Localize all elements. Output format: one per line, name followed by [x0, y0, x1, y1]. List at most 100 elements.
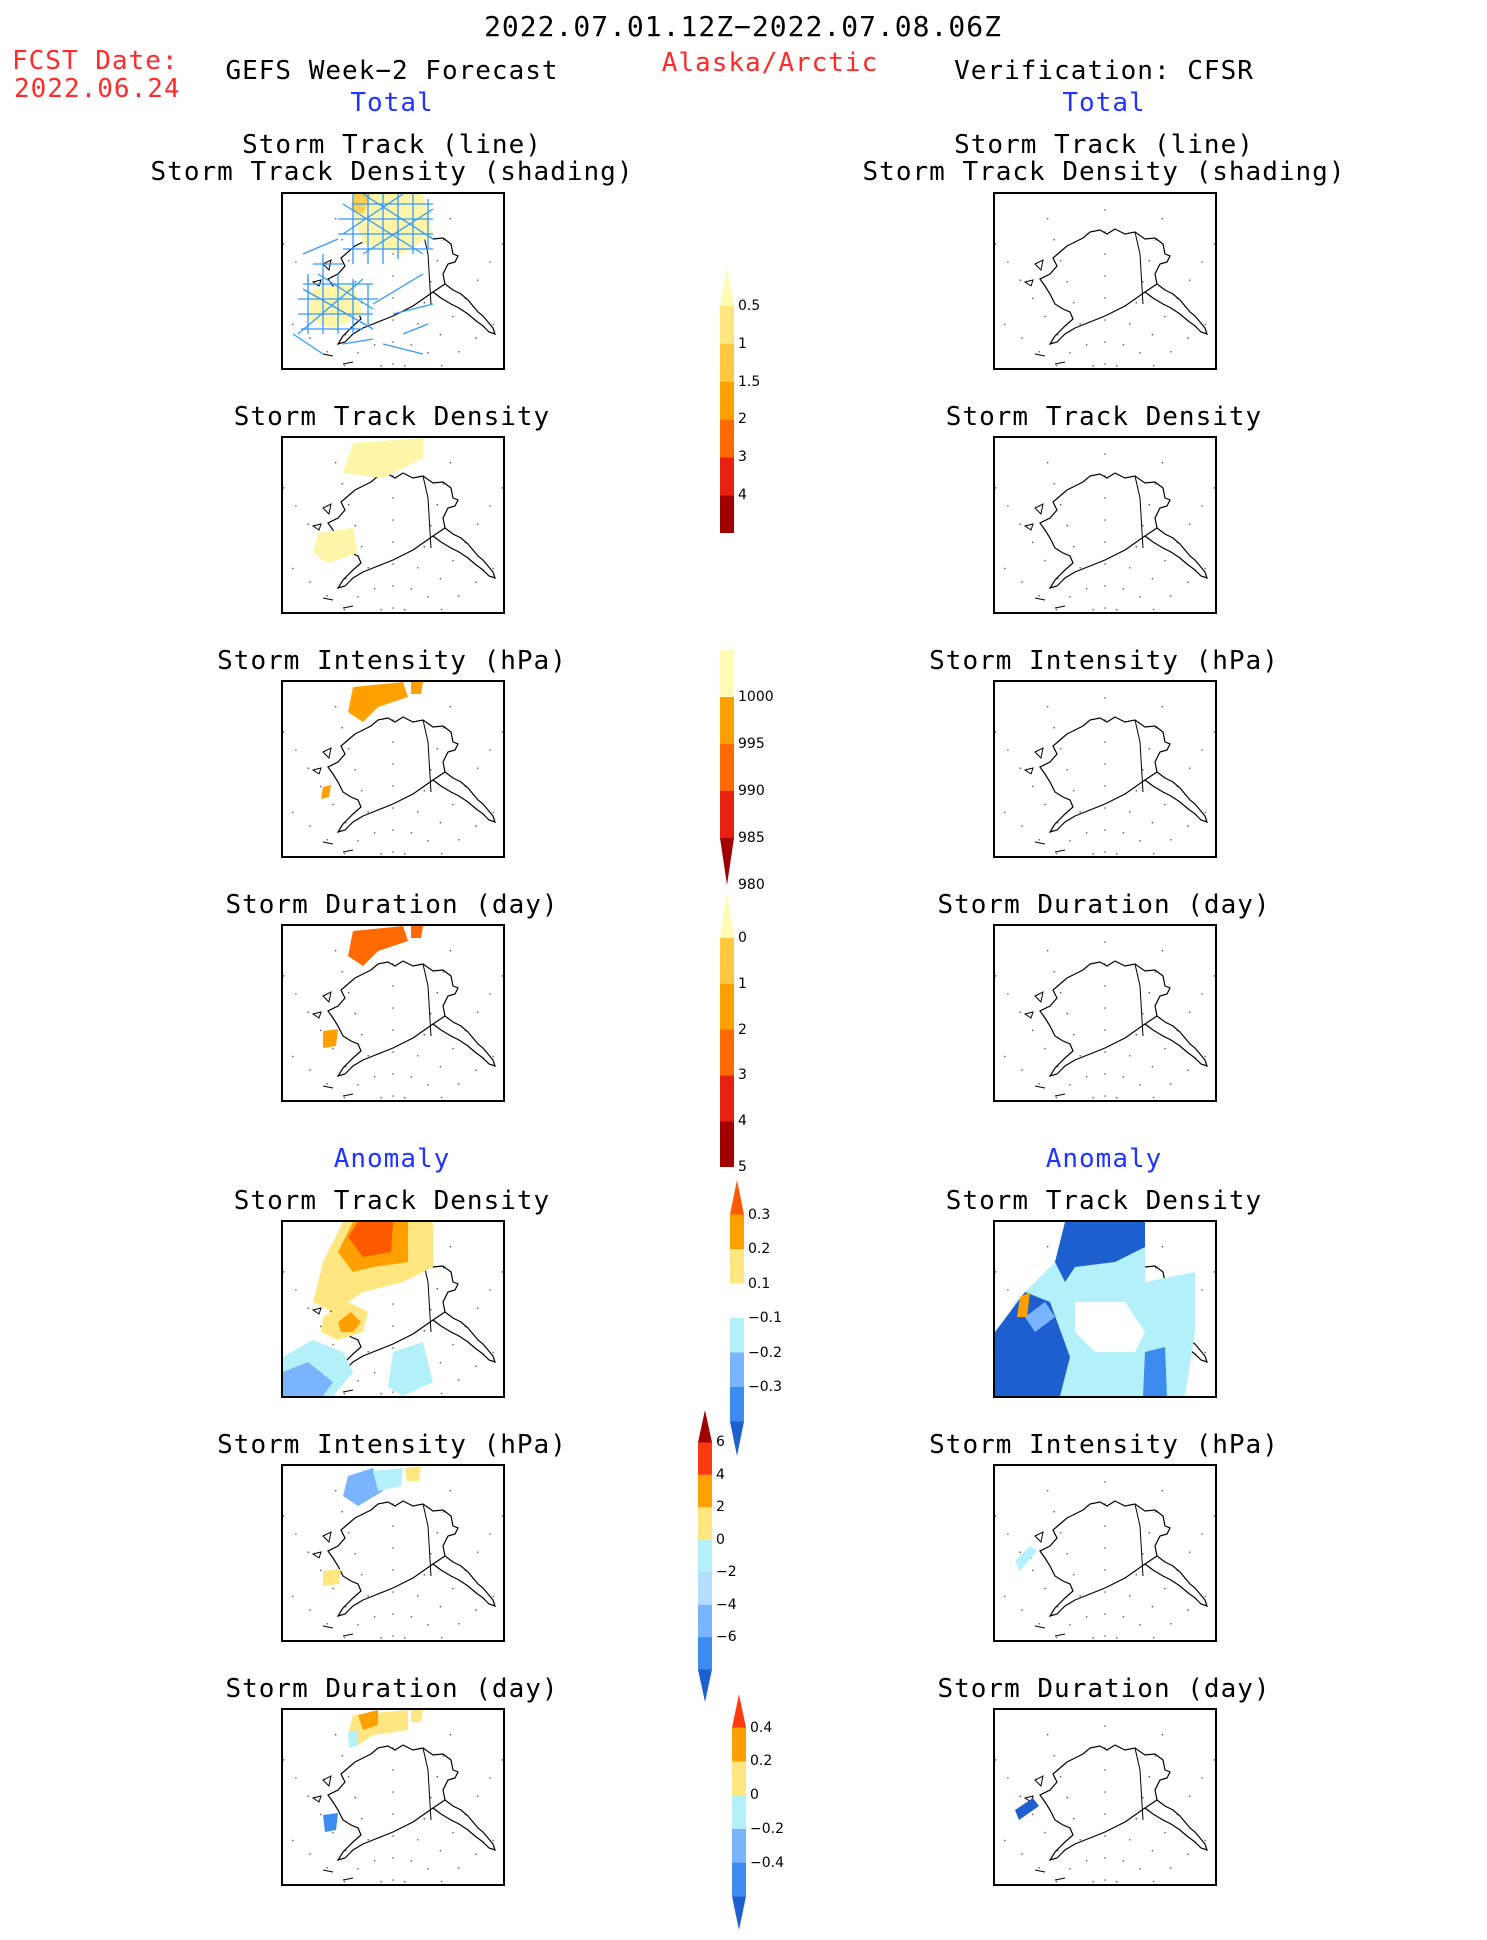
- colorbar-tick-label: 990: [738, 783, 765, 799]
- track-overlay: [283, 194, 503, 367]
- title-track-line: Storm Track (line): [242, 130, 542, 160]
- map-anom-intensity-verification: [993, 1464, 1217, 1642]
- colorbar-swatch: [698, 1474, 712, 1508]
- colorbar-tick-label: 1: [738, 335, 747, 352]
- colorbar-tick-label: 0.1: [748, 1275, 771, 1292]
- anomaly-shade: [405, 1466, 421, 1481]
- colorbar-swatch: [720, 495, 734, 533]
- anomaly-shade: [283, 1362, 333, 1396]
- anom-intensity-overlay-verif: [995, 1481, 1215, 1639]
- duration-overlay-verif: [995, 941, 1215, 1099]
- colorbar-swatch: [720, 744, 734, 791]
- colorbar-swatch: [720, 838, 734, 885]
- anomaly-shade: [411, 1710, 423, 1722]
- colorbar-swatch: [698, 1442, 712, 1475]
- density-overlay-verif: [995, 453, 1215, 611]
- map-anom-intensity-forecast: [281, 1464, 505, 1642]
- colorbar-intensity: 1000 995 990 985 980: [720, 646, 794, 895]
- colorbar-swatch: [732, 1828, 746, 1863]
- colorbar-tick-label: 4: [738, 487, 747, 504]
- colorbar-svg: [720, 892, 734, 1167]
- colorbar-tick-label: 0.2: [750, 1753, 773, 1770]
- title-intensity-left: Storm Intensity (hPa): [217, 646, 567, 676]
- colorbar-tick-label: −0.1: [748, 1310, 782, 1326]
- colorbar-anom-duration: 0.4 0.2 0 −0.2 −0.4: [732, 1690, 806, 1940]
- map-anom-density-verification: [993, 1220, 1217, 1398]
- colorbar-svg: [720, 650, 734, 885]
- map-duration-verification: [993, 924, 1217, 1102]
- anomaly-shade: [1143, 1347, 1167, 1396]
- intensity-overlay-verif: [995, 697, 1215, 855]
- map-duration-forecast: [281, 924, 505, 1102]
- colorbar-swatch: [720, 650, 734, 697]
- anomaly-shade: [323, 1813, 338, 1832]
- colorbar-tick-label: −0.2: [750, 1820, 784, 1837]
- colorbar-svg: [732, 1694, 746, 1930]
- title-track-right: Storm Track (line) Storm Track Density (…: [863, 132, 1346, 186]
- anom-density-overlay: [283, 1222, 503, 1396]
- colorbar-tick-label: −2: [716, 1564, 737, 1581]
- left-panel-heading: GEFS Week−2 Forecast: [225, 56, 559, 86]
- colorbar-swatch: [698, 1604, 712, 1638]
- colorbar-tick-label: −0.4: [750, 1854, 784, 1871]
- map-anom-duration-verification: [993, 1708, 1217, 1886]
- colorbar-tick-label: 0: [738, 929, 747, 946]
- colorbar-tick-label: 0.3: [748, 1206, 771, 1223]
- duration-shade: [323, 1029, 338, 1048]
- colorbar-tick-label: 2: [738, 1021, 747, 1038]
- colorbar-tick-label: 1.5: [738, 373, 761, 390]
- anomaly-shade: [1025, 1302, 1055, 1332]
- fcst-date-value: 2022.06.24: [14, 74, 181, 104]
- colorbar-swatch: [698, 1507, 712, 1540]
- map-intensity-verification: [993, 680, 1217, 858]
- colorbar-tick-label: 0.5: [738, 297, 761, 314]
- coastline: [283, 1725, 503, 1883]
- colorbar-duration: 0 1 2 3 4 5: [720, 888, 794, 1177]
- colorbar-swatch: [698, 1572, 712, 1605]
- coastline: [995, 209, 1215, 367]
- map-intensity-forecast: [281, 680, 505, 858]
- colorbar-track-density: 0.5 1 1.5 2 3 4: [720, 264, 794, 543]
- anomaly-shade: [348, 1730, 358, 1748]
- title-anom-duration-left: Storm Duration (day): [225, 1674, 559, 1704]
- date-range: 2022.07.01.12Z−2022.07.08.06Z: [484, 10, 1002, 43]
- colorbar-tick-label: 3: [738, 449, 747, 466]
- anomaly-shade: [1055, 1222, 1145, 1282]
- coastline: [995, 697, 1215, 855]
- colorbar-swatch: [720, 381, 734, 420]
- colorbar-svg: [720, 268, 734, 533]
- colorbar-swatch: [698, 1669, 712, 1702]
- title-track-shading-right: Storm Track Density (shading): [862, 157, 1346, 187]
- colorbar-swatch: [698, 1539, 712, 1573]
- colorbar-swatch: [730, 1249, 744, 1284]
- colorbar-swatch: [720, 1029, 734, 1076]
- colorbar-tick-label: 2: [738, 411, 747, 428]
- title-anom-duration-right: Storm Duration (day): [937, 1674, 1271, 1704]
- colorbar-swatch: [732, 1761, 746, 1796]
- colorbar-swatch: [720, 343, 734, 382]
- anomaly-shade: [343, 1468, 383, 1506]
- colorbar-tick-label: 980: [738, 877, 765, 893]
- colorbar-swatch: [732, 1727, 746, 1762]
- track-overlay-verif: [995, 209, 1215, 367]
- title-anom-density-left: Storm Track Density: [233, 1186, 551, 1216]
- duration-shade: [411, 926, 423, 938]
- colorbar-svg: [730, 1180, 744, 1456]
- colorbar-tick-label: −6: [716, 1629, 737, 1646]
- colorbar-swatch: [698, 1410, 712, 1443]
- colorbar-tick-label: 6: [716, 1434, 725, 1451]
- anom-intensity-overlay: [283, 1466, 503, 1639]
- colorbar-svg: [698, 1410, 712, 1702]
- colorbar-swatch: [732, 1694, 746, 1728]
- colorbar-tick-label: 1: [738, 975, 747, 992]
- anomaly-shade: [1015, 1798, 1039, 1820]
- colorbar-anom-density: 0.3 0.2 0.1 −0.1 −0.2 −0.3: [730, 1176, 804, 1466]
- colorbar-swatch: [720, 1075, 734, 1122]
- colorbar-swatch: [720, 791, 734, 838]
- coastline: [283, 697, 503, 855]
- title-track-shading: Storm Track Density (shading): [150, 157, 634, 187]
- right-panel-heading: Verification: CFSR: [954, 56, 1254, 86]
- colorbar-tick-label: 0: [716, 1531, 725, 1548]
- left-anomaly-label: Anomaly: [333, 1144, 451, 1174]
- title-duration-right: Storm Duration (day): [937, 890, 1271, 920]
